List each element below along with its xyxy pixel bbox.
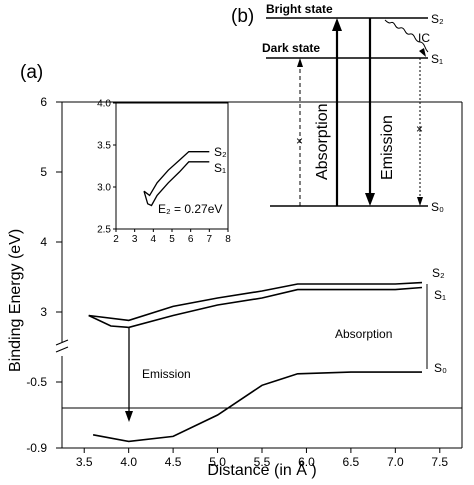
y-tick-label-4: 4: [40, 235, 47, 249]
inset-plot: 2 3 4 5 6 7 8 2.5 3.0 3.5 4.0 S₂ S₁ E₂ = 0.27eV: [97, 99, 231, 246]
inset-series-s1-line: [143, 161, 210, 207]
y-tick-label-5: 5: [40, 165, 47, 179]
y-tick-label-6: 6: [40, 95, 47, 109]
absorption-arrowhead-b: [332, 18, 342, 31]
inset-series-s2-line: [143, 151, 210, 197]
inset-x-tick-label-5: 5: [169, 234, 175, 245]
axis-break-mark-2: [55, 346, 69, 353]
y-axis-label: Binding Energy (eV): [7, 229, 24, 372]
x-tick-label-4.0: 4.0: [120, 455, 137, 469]
x-tick-label-7.5: 7.5: [431, 455, 448, 469]
x-tick-label-5.5: 5.5: [254, 455, 271, 469]
panel-b: (b) Bright state Dark state S₂ S₁ S₀ Abs…: [231, 2, 444, 214]
inset-series-s1-label: S₁: [214, 161, 226, 175]
y-tick-label-neg0.9: -0.9: [26, 441, 47, 455]
level-s0-label: S₀: [431, 200, 444, 214]
inset-x-tick-label-4: 4: [151, 234, 157, 245]
series-s2-label: S₂: [432, 266, 445, 280]
panel-a: (a) 6 5 4 3 -0.5 -0.9 Binding Energy (eV…: [7, 62, 463, 479]
x-tick-label-6.0: 6.0: [298, 455, 315, 469]
dark-absorption-forbidden-mark: ×: [296, 134, 303, 148]
axis-break-mark-1: [55, 339, 69, 346]
level-s1-label: S₁: [431, 52, 443, 66]
inset-y-tick-label-3.0: 3.0: [97, 183, 111, 194]
inset-x-tick-label-3: 3: [132, 234, 138, 245]
inset-y-tick-label-4.0: 4.0: [97, 99, 111, 110]
x-tick-label-3.5: 3.5: [76, 455, 93, 469]
x-axis-label: Distance (in Å ): [207, 460, 316, 479]
emission-arrowhead-a: [125, 411, 133, 422]
inset-series-s2-label: S₂: [214, 145, 227, 159]
ic-arrowhead: [419, 48, 426, 57]
bright-state-label: Bright state: [266, 2, 333, 16]
dark-absorption-arrowhead: [297, 58, 303, 67]
dark-emission-forbidden-mark: ×: [416, 122, 423, 136]
level-s2-label: S₂: [431, 12, 444, 26]
emission-label-a: Emission: [142, 367, 191, 381]
plot-frame: [55, 101, 463, 449]
absorption-label-a: Absorption: [335, 327, 392, 341]
panel-b-letter: (b): [231, 6, 254, 27]
ic-wavy-arrow: [384, 19, 429, 53]
x-tick-label-6.5: 6.5: [343, 455, 360, 469]
inset-x-tick-label-6: 6: [188, 234, 194, 245]
dark-state-label: Dark state: [262, 41, 320, 55]
y-tick-label-3: 3: [40, 305, 47, 319]
x-tick-label-7.0: 7.0: [387, 455, 404, 469]
dark-emission-arrowhead: [417, 197, 423, 206]
inset-y-tick-label-2.5: 2.5: [97, 225, 111, 236]
inset-x-tick-label-2: 2: [113, 234, 119, 245]
inset-x-tick-label-7: 7: [207, 234, 213, 245]
ic-label: IC: [418, 31, 430, 45]
inset-y-tick-label-3.5: 3.5: [97, 141, 111, 152]
inset-x-tick-label-8: 8: [225, 234, 231, 245]
series-s0-label: S₀: [434, 361, 447, 375]
inset-eb-annotation: E₂ = 0.27eV: [158, 202, 222, 216]
x-tick-label-5.0: 5.0: [209, 455, 226, 469]
panel-a-letter: (a): [20, 62, 43, 83]
emission-label-b: Emission: [379, 115, 396, 180]
series-s2-line: [88, 281, 423, 322]
x-tick-label-4.5: 4.5: [165, 455, 182, 469]
series-s1-line: [88, 286, 423, 329]
emission-arrowhead-b: [365, 193, 375, 206]
series-s0-line: [92, 371, 422, 443]
series-s1-label: S₁: [434, 288, 446, 302]
y-tick-label-neg0.5: -0.5: [26, 375, 47, 389]
inset-ticks: 2 3 4 5 6 7 8 2.5 3.0 3.5 4.0: [97, 99, 231, 246]
absorption-label-b: Absorption: [314, 104, 331, 181]
x-ticks: 3.5 4.0 4.5 5.0 5.5 6.0 6.5 7.0 7.5: [76, 448, 448, 469]
